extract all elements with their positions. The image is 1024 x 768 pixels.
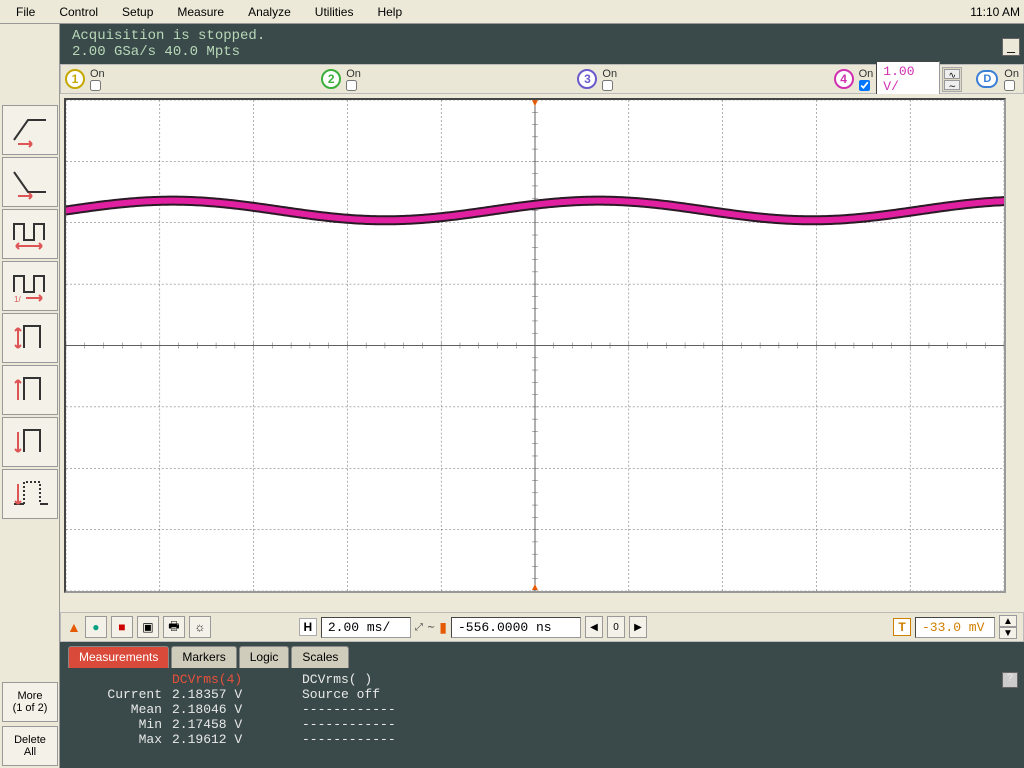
channel-3-badge[interactable]: 3 bbox=[577, 69, 597, 89]
tool-cursor-fall[interactable] bbox=[2, 157, 58, 207]
result-value: 2.17458 V bbox=[172, 717, 292, 732]
result-col1-header: DCVrms(4) bbox=[172, 672, 292, 687]
menu-utilities[interactable]: Utilities bbox=[303, 3, 366, 21]
channel-4-badge[interactable]: 4 bbox=[834, 69, 854, 89]
channel-1-checkbox[interactable] bbox=[90, 80, 101, 91]
channel-1-block: 1 On bbox=[65, 68, 319, 91]
left-toolbar: 1/ More (1 of 2) Delete All bbox=[0, 24, 60, 768]
coupling-dc-icon[interactable]: ∼ bbox=[944, 80, 960, 90]
channel-3-on-label: On bbox=[602, 68, 617, 80]
measurements-panel: Current Mean Min Max DCVrms(4) 2.18357 V… bbox=[60, 668, 1024, 768]
channel-strip: 1 On 2 On 3 On 4 bbox=[60, 64, 1024, 94]
channel-4-on-label: On bbox=[859, 68, 874, 80]
scope-container: ▼ ▲ ◀4 bbox=[60, 94, 1024, 612]
result-value: 2.18357 V bbox=[172, 687, 292, 702]
tool-cursor-rise[interactable] bbox=[2, 105, 58, 155]
help-button[interactable]: ? bbox=[1002, 672, 1018, 688]
tool-vbase[interactable] bbox=[2, 469, 58, 519]
digital-checkbox[interactable] bbox=[1004, 80, 1015, 91]
menu-analyze[interactable]: Analyze bbox=[236, 3, 303, 21]
result-value: 2.18046 V bbox=[172, 702, 292, 717]
tab-markers[interactable]: Markers bbox=[171, 646, 236, 668]
minimize-button[interactable]: _ bbox=[1002, 38, 1020, 56]
delete-all-button[interactable]: Delete All bbox=[2, 726, 58, 766]
delay-center-button[interactable]: 0 bbox=[607, 616, 625, 638]
tab-measurements[interactable]: Measurements bbox=[68, 646, 169, 668]
result-row-label: Max bbox=[72, 732, 162, 747]
result-row-label: Mean bbox=[72, 702, 162, 717]
acquisition-status: Acquisition is stopped. 2.00 GSa/s 40.0 … bbox=[60, 24, 1024, 64]
delay-marker-icon: ▮ bbox=[439, 619, 447, 636]
tab-logic[interactable]: Logic bbox=[239, 646, 290, 668]
horizontal-strip: ▲ ● ■ ▣ 🖶 ☼ H 2.00 ms/ ⤢ ∼ ▮ -556.0000 n… bbox=[60, 612, 1024, 642]
delay-right-button[interactable]: ▶ bbox=[629, 616, 647, 638]
stop-button[interactable]: ■ bbox=[111, 616, 133, 638]
result-row-label: Current bbox=[72, 687, 162, 702]
more-tools-button[interactable]: More (1 of 2) bbox=[2, 682, 58, 722]
channel-2-on-label: On bbox=[346, 68, 361, 80]
clock-display: 11:10 AM bbox=[970, 5, 1020, 19]
trigger-up-button[interactable]: ▲ bbox=[999, 615, 1017, 627]
result-value: 2.19612 V bbox=[172, 732, 292, 747]
result-value: ------------ bbox=[302, 702, 422, 717]
trigger-badge: T bbox=[893, 618, 911, 636]
scope-display[interactable]: ▼ ▲ bbox=[64, 98, 1006, 593]
tool-frequency[interactable]: 1/ bbox=[2, 261, 58, 311]
coupling-icon: ∼ bbox=[427, 622, 435, 633]
channel-3-block: 3 On bbox=[577, 68, 831, 91]
more-label: More bbox=[3, 690, 57, 702]
channel-2-badge[interactable]: 2 bbox=[321, 69, 341, 89]
delete-sub: All bbox=[3, 746, 57, 758]
coupling-ac-icon[interactable]: ∿ bbox=[944, 69, 960, 79]
channel-4-checkbox[interactable] bbox=[859, 80, 870, 91]
zoom-icon: ⤢ bbox=[415, 622, 423, 633]
menu-help[interactable]: Help bbox=[365, 3, 414, 21]
delete-label: Delete bbox=[3, 734, 57, 746]
tool-vmin[interactable] bbox=[2, 417, 58, 467]
menu-setup[interactable]: Setup bbox=[110, 3, 165, 21]
result-value: Source off bbox=[302, 687, 422, 702]
tab-scales[interactable]: Scales bbox=[291, 646, 349, 668]
up-marker-icon: ▲ bbox=[67, 619, 81, 635]
tool-period[interactable] bbox=[2, 209, 58, 259]
channel-4-vdiv[interactable]: 1.00 V/ bbox=[876, 61, 940, 97]
coupling-selector[interactable]: ∿ ∼ bbox=[942, 67, 962, 92]
trigger-level-readout[interactable]: -33.0 mV bbox=[915, 617, 995, 638]
single-button[interactable]: ▣ bbox=[137, 616, 159, 638]
channel-3-checkbox[interactable] bbox=[602, 80, 613, 91]
autoscale-button[interactable]: ☼ bbox=[189, 616, 211, 638]
status-line-2: 2.00 GSa/s 40.0 Mpts bbox=[72, 44, 1012, 60]
menu-measure[interactable]: Measure bbox=[165, 3, 236, 21]
more-sub: (1 of 2) bbox=[3, 702, 57, 714]
digital-on-label: On bbox=[1004, 68, 1019, 80]
trigger-marker-top-icon: ▼ bbox=[530, 98, 540, 109]
timebase-readout[interactable]: 2.00 ms/ bbox=[321, 617, 411, 638]
main-panel: Acquisition is stopped. 2.00 GSa/s 40.0 … bbox=[60, 24, 1024, 768]
result-row-label: Min bbox=[72, 717, 162, 732]
channel-4-block: 4 On 1.00 V/ bbox=[834, 61, 941, 97]
menu-bar: File Control Setup Measure Analyze Utili… bbox=[0, 0, 1024, 24]
run-button[interactable]: ● bbox=[85, 616, 107, 638]
digital-badge[interactable]: D bbox=[976, 70, 998, 88]
trigger-down-button[interactable]: ▼ bbox=[999, 627, 1017, 639]
result-value: ------------ bbox=[302, 732, 422, 747]
result-tabs: Measurements Markers Logic Scales bbox=[60, 642, 1024, 668]
result-value: ------------ bbox=[302, 717, 422, 732]
horizontal-badge: H bbox=[299, 618, 317, 636]
trigger-marker-bottom-icon: ▲ bbox=[530, 582, 540, 593]
result-col2-header: DCVrms( ) bbox=[302, 672, 422, 687]
menu-file[interactable]: File bbox=[4, 3, 47, 21]
tool-vpp[interactable] bbox=[2, 313, 58, 363]
print-button[interactable]: 🖶 bbox=[163, 616, 185, 638]
menu-control[interactable]: Control bbox=[47, 3, 110, 21]
channel-2-block: 2 On bbox=[321, 68, 575, 91]
delay-left-button[interactable]: ◀ bbox=[585, 616, 603, 638]
delay-readout[interactable]: -556.0000 ns bbox=[451, 617, 581, 638]
svg-text:1/: 1/ bbox=[14, 295, 21, 304]
tool-vmax[interactable] bbox=[2, 365, 58, 415]
channel-2-checkbox[interactable] bbox=[346, 80, 357, 91]
status-line-1: Acquisition is stopped. bbox=[72, 28, 1012, 44]
channel-1-on-label: On bbox=[90, 68, 105, 80]
channel-1-badge[interactable]: 1 bbox=[65, 69, 85, 89]
